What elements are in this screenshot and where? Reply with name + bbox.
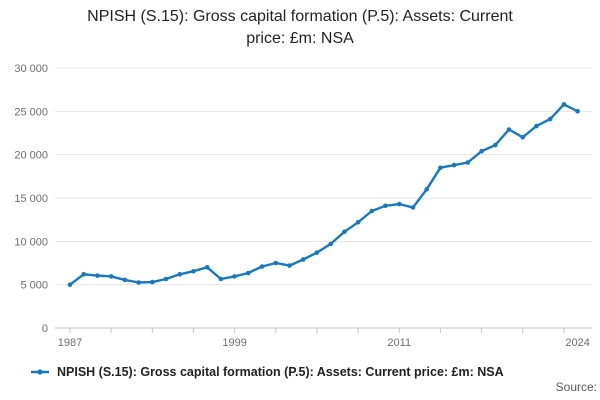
chart-title-line2: price: £m: NSA: [246, 30, 354, 47]
data-point: [355, 220, 361, 225]
data-point: [122, 277, 128, 283]
data-point: [314, 250, 320, 255]
data-point: [246, 270, 251, 276]
data-point: [383, 203, 388, 209]
data-point: [410, 205, 416, 210]
x-axis: [55, 327, 592, 333]
data-point: [150, 279, 155, 285]
y-tick-label: 25 000: [14, 106, 48, 118]
chart-title: NPISH (S.15): Gross capital formation (P…: [0, 6, 600, 50]
y-tick-label: 20 000: [14, 150, 48, 162]
series-markers: [67, 102, 580, 288]
data-point: [328, 241, 334, 247]
data-point: [342, 229, 347, 235]
data-point: [177, 272, 183, 277]
data-point: [191, 268, 196, 274]
legend-label: NPISH (S.15): Gross capital formation (P…: [57, 365, 504, 379]
data-point: [163, 276, 169, 282]
y-axis-labels: 0 5 000 10 000 15 000 20 000 25 000 30 000: [14, 63, 48, 335]
data-point: [506, 127, 512, 132]
x-tick-label: 1987: [58, 337, 82, 349]
data-point: [67, 282, 73, 288]
data-point: [451, 162, 457, 168]
y-gridlines: [55, 67, 592, 286]
data-point: [547, 116, 553, 122]
x-axis-labels: 1987 1999 2011 2024: [58, 337, 590, 349]
legend-line-marker-icon: [31, 369, 49, 375]
y-tick-label: 15 000: [14, 193, 48, 205]
data-point: [218, 276, 224, 282]
data-point: [300, 257, 306, 262]
data-point: [465, 160, 471, 165]
x-tick-label: 1999: [222, 337, 246, 349]
series-line: [69, 103, 579, 286]
source-label: Source:: [555, 380, 597, 394]
data-point: [493, 142, 498, 148]
y-tick-label: 0: [42, 323, 48, 335]
x-tick-label: 2024: [565, 337, 589, 349]
data-point: [424, 187, 430, 192]
data-point: [95, 273, 100, 278]
data-point: [397, 201, 402, 207]
data-point: [369, 208, 375, 214]
y-tick-label: 5 000: [20, 280, 48, 292]
data-point: [204, 265, 210, 270]
data-point: [287, 263, 292, 268]
data-point: [232, 274, 237, 279]
y-tick-label: 30 000: [14, 63, 48, 75]
y-tick-label: 10 000: [14, 236, 48, 248]
chart-title-line1: NPISH (S.15): Gross capital formation (P…: [87, 8, 513, 25]
data-point: [561, 102, 567, 107]
data-point: [259, 264, 265, 269]
data-point: [108, 274, 114, 279]
data-point: [438, 165, 443, 170]
x-tick-label: 2011: [387, 337, 411, 349]
data-point: [575, 109, 580, 114]
data-point: [273, 260, 279, 266]
data-point: [479, 148, 484, 154]
data-point: [81, 272, 86, 277]
data-point: [534, 123, 539, 129]
legend-item[interactable]: NPISH (S.15): Gross capital formation (P…: [30, 363, 590, 381]
data-point: [520, 135, 525, 140]
data-point: [136, 280, 141, 285]
